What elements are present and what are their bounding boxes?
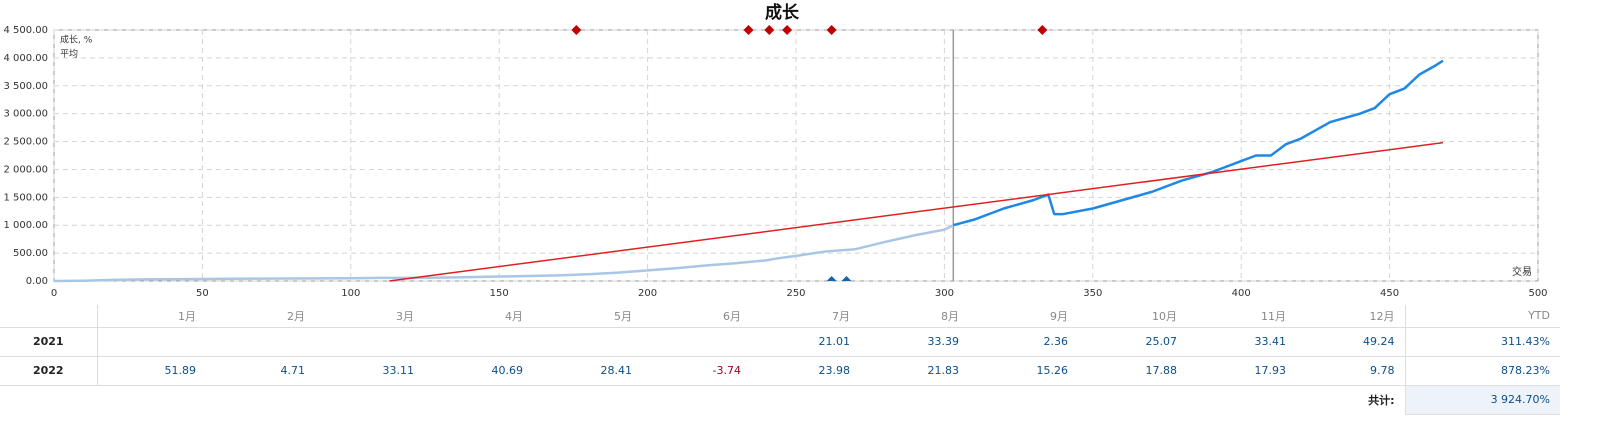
chart: 成长 交易 0.00 500.00 1 000.00 1 500.00 2 000.00… <box>3 2 1547 299</box>
month-value: -3.74 <box>642 356 751 386</box>
x-tick-label: 0 <box>51 288 57 299</box>
trade-marker <box>826 25 837 35</box>
series-line <box>53 224 954 283</box>
y-tick-label: 2 500.00 <box>3 137 48 148</box>
y-tick-label: 3 000.00 <box>3 109 48 120</box>
x-tick-label: 500 <box>1528 288 1547 299</box>
trade-marker <box>826 276 837 281</box>
trade-marker <box>782 25 793 35</box>
x-tick-label: 350 <box>1083 288 1102 299</box>
chart-title: 成长 <box>765 2 800 23</box>
month-value: 49.24 <box>1296 327 1405 357</box>
x-tick-label: 100 <box>341 288 360 299</box>
series-line <box>389 141 1444 282</box>
month-value: 25.07 <box>1078 327 1187 357</box>
month-value: 15.26 <box>969 356 1078 386</box>
header-row: 1月 2月 3月 4月 5月 6月 7月 8月 9月 10月 11月 12月 YTD <box>0 305 1560 328</box>
month-value <box>206 327 315 357</box>
x-tick-label: 300 <box>935 288 954 299</box>
trade-marker <box>743 25 754 35</box>
row-label: 2022 <box>0 356 98 386</box>
column-header: 11月 <box>1187 305 1296 328</box>
column-header: 12月 <box>1296 305 1405 328</box>
month-value: 33.41 <box>1187 327 1296 357</box>
y-tick-label: 1 000.00 <box>3 220 48 231</box>
month-value <box>424 327 533 357</box>
month-value: 33.39 <box>860 327 969 357</box>
month-value: 17.88 <box>1078 356 1187 386</box>
column-header: 4月 <box>424 305 533 328</box>
ytd-value: 878.23% <box>1404 356 1560 386</box>
x-tick-label: 200 <box>638 288 657 299</box>
month-value: 9.78 <box>1296 356 1405 386</box>
x-tick-label: 450 <box>1380 288 1399 299</box>
x-tick-label: 150 <box>490 288 509 299</box>
y-tick-label: 4 000.00 <box>3 53 48 64</box>
legend-label: 平均 <box>60 48 78 60</box>
x-tick-label: 400 <box>1232 288 1251 299</box>
month-value: 21.01 <box>751 327 860 357</box>
month-value <box>642 327 751 357</box>
year-row: 2021 21.01 33.39 2.36 25.07 33.41 49.24 311.43% <box>0 327 1560 357</box>
month-value: 23.98 <box>751 356 860 386</box>
y-tick-label: 500.00 <box>13 248 48 259</box>
column-header: 9月 <box>969 305 1078 328</box>
month-value <box>97 327 206 357</box>
ytd-value: 311.43% <box>1404 327 1560 357</box>
month-value: 40.69 <box>424 356 533 386</box>
year-row: 2022 51.89 4.71 33.11 40.69 28.41 -3.74 23.98 21… <box>0 356 1560 386</box>
total-spacer <box>0 385 1296 414</box>
month-value: 17.93 <box>1187 356 1296 386</box>
x-tick-label: 50 <box>196 288 209 299</box>
month-value: 2.36 <box>969 327 1078 357</box>
column-header: 3月 <box>315 305 424 328</box>
month-value: 51.89 <box>97 356 206 386</box>
y-tick-label: 1 500.00 <box>3 192 48 203</box>
y-tick-label: 0.00 <box>26 276 48 287</box>
month-value: 28.41 <box>533 356 642 386</box>
x-tick-label: 250 <box>786 288 805 299</box>
column-header: 1月 <box>97 305 206 328</box>
column-header: 7月 <box>751 305 860 328</box>
column-header: 5月 <box>533 305 642 328</box>
x-axis-label: 交易 <box>1512 265 1532 278</box>
row-label: 2021 <box>0 327 98 357</box>
trade-marker <box>571 25 582 35</box>
trade-marker <box>1037 25 1048 35</box>
column-header: 2月 <box>206 305 315 328</box>
trade-marker <box>841 276 852 281</box>
column-header: 6月 <box>642 305 751 328</box>
total-label: 共计: <box>1368 393 1395 407</box>
month-value <box>533 327 642 357</box>
column-header: 10月 <box>1078 305 1187 328</box>
column-header: 8月 <box>860 305 969 328</box>
trade-marker <box>764 25 775 35</box>
month-value <box>315 327 424 357</box>
month-value: 21.83 <box>860 356 969 386</box>
corner-cell <box>0 305 98 328</box>
month-value: 33.11 <box>315 356 424 386</box>
monthly-table: 1月 2月 3月 4月 5月 6月 7月 8月 9月 10月 11月 12月 YTD 2021 21.01 3… <box>0 305 1560 415</box>
total-row: 共计: 3 924.70% <box>0 385 1560 415</box>
column-header: YTD <box>1404 305 1560 328</box>
month-value: 4.71 <box>206 356 315 386</box>
total-value: 3 924.70% <box>1404 385 1560 415</box>
y-tick-label: 3 500.00 <box>3 81 48 92</box>
legend-label: 成长, % <box>60 34 93 46</box>
y-tick-label: 4 500.00 <box>3 25 48 36</box>
y-tick-label: 2 000.00 <box>3 164 48 175</box>
